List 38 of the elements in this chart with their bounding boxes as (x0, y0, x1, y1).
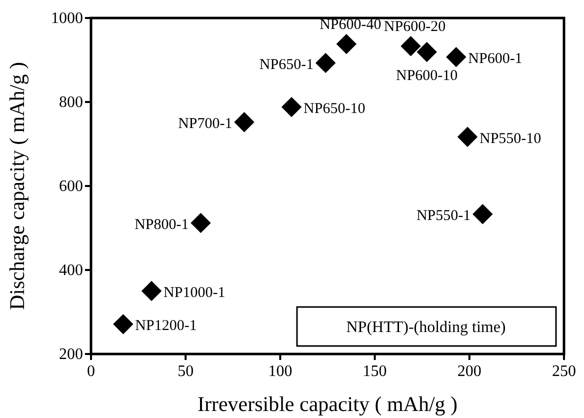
point (190, 212, 211, 234)
point (446, 46, 466, 68)
point (141, 280, 162, 302)
annotation: NP600-40 (320, 17, 382, 34)
annotation: NP800-1 (134, 216, 189, 233)
point (472, 204, 493, 224)
annotation: NP650-10 (304, 101, 366, 118)
point (281, 96, 302, 118)
annotation: NP550-1 (416, 208, 471, 224)
point (416, 42, 437, 62)
point (234, 112, 254, 132)
annotation: NP550-10 (480, 130, 542, 147)
x-tick-label: 100 (268, 363, 292, 380)
y-tick-label: 600 (59, 178, 83, 195)
y-tick-label: 800 (59, 94, 83, 111)
annotation: NP600-1 (468, 51, 522, 68)
x-tick-label: 50 (178, 363, 194, 380)
y-tick-label: 400 (59, 262, 83, 279)
annotation: NP1200-1 (135, 318, 197, 334)
point (457, 126, 478, 147)
annotation: NP(HTT)-(holding time) (346, 319, 506, 336)
y-tick-label: 200 (59, 346, 83, 363)
point (316, 52, 336, 74)
annotation: NP650-1 (259, 56, 314, 73)
annotation: NP1000-1 (164, 285, 226, 301)
point (400, 36, 421, 56)
x-axis-title: Irreversible capacity ( mAh/g ) (197, 392, 458, 416)
x-tick-label: 0 (87, 363, 95, 380)
x-tick-label: 150 (362, 363, 387, 380)
x-tick-label: 250 (552, 363, 576, 380)
y-axis-title: Discharge capacity ( mAh/g ) (5, 62, 29, 310)
annotation: NP600-20 (384, 19, 446, 36)
point (113, 314, 134, 334)
y-tick-label: 1000 (51, 10, 83, 27)
point (336, 34, 357, 54)
annotation: NP700-1 (178, 116, 232, 132)
x-tick-label: 200 (457, 363, 482, 380)
annotation: NP600-10 (396, 68, 458, 84)
